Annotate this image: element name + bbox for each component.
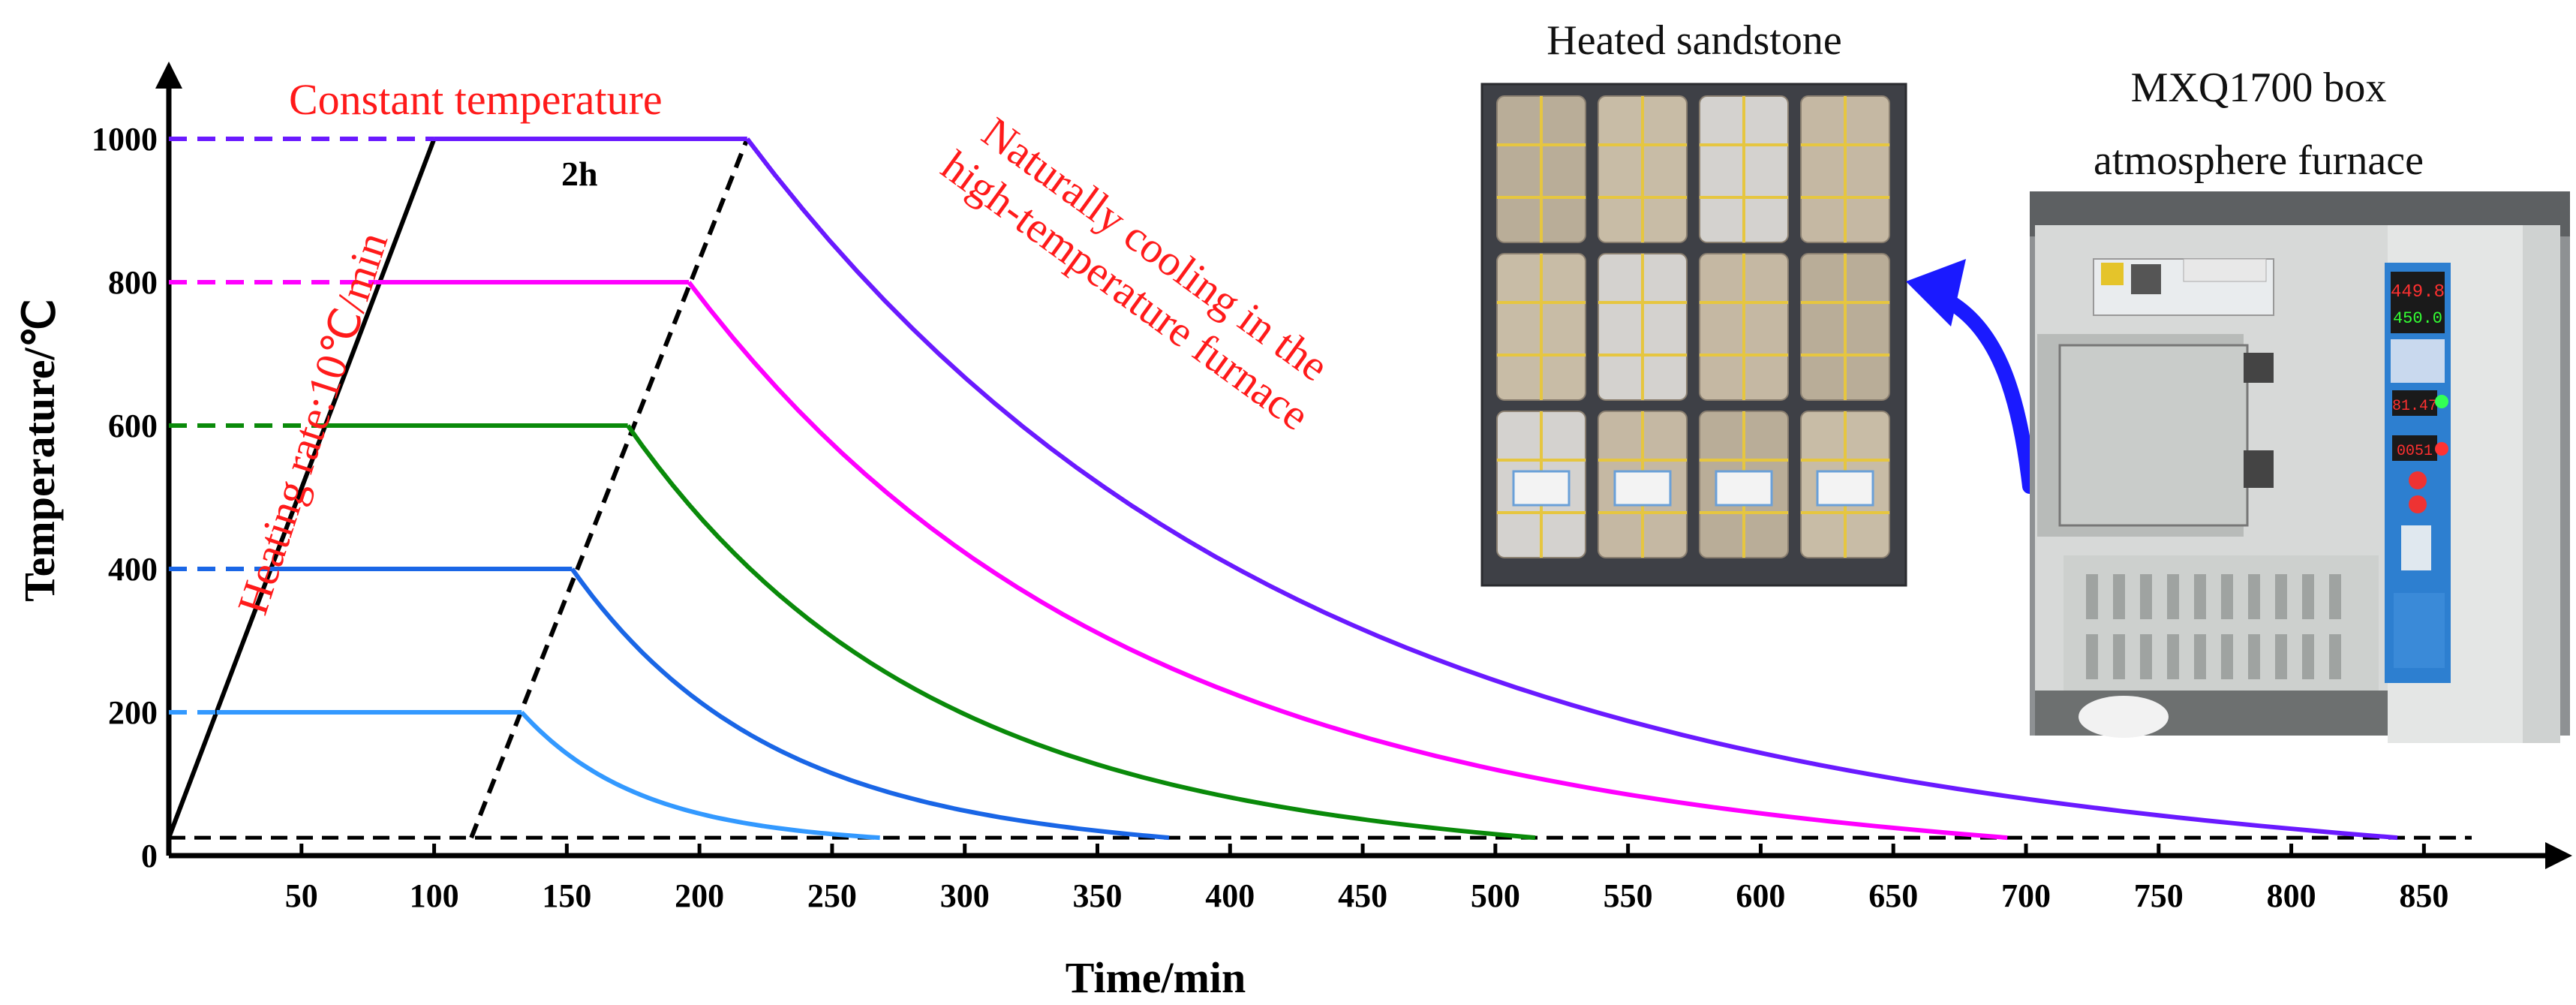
sandstone-photo	[1480, 83, 1907, 587]
vent-slot	[2248, 574, 2260, 619]
x-axis-title: Time/min	[1066, 953, 1246, 1002]
series-cooling-200	[520, 710, 880, 841]
vent-slot	[2194, 574, 2206, 619]
vent-slot	[2140, 574, 2152, 619]
x-axis-arrowhead	[2545, 842, 2572, 869]
y-tick-label: 1000	[92, 121, 158, 158]
vent-slot	[2113, 634, 2125, 679]
y-tick-label: 600	[108, 408, 158, 444]
constant-temperature-label: Constant temperature	[289, 75, 663, 124]
series-group	[169, 137, 2398, 841]
series-cooling-400	[570, 567, 1170, 841]
series-cooling-1000	[745, 137, 2398, 841]
y-tick-label: 400	[108, 551, 158, 588]
heating-rate-label: Heating rate:10℃/min	[228, 227, 398, 621]
sandstone-photo-label: Heated sandstone	[1547, 17, 1841, 64]
x-tick-label: 300	[940, 877, 990, 914]
furnace-photo: 449.8 450.0 81.47 0051	[2030, 191, 2570, 743]
y-tick-label: 200	[108, 694, 158, 731]
core-tag	[1816, 470, 1874, 507]
vent-slot	[2086, 634, 2098, 679]
sandstone-cores	[1496, 95, 1890, 558]
x-tick-label: 800	[2267, 877, 2316, 914]
vent-slot	[2329, 634, 2341, 679]
vent-slot	[2275, 574, 2287, 619]
transfer-arrow	[1932, 289, 2037, 494]
x-tick-label: 700	[2001, 877, 2051, 914]
core-tag	[1715, 470, 1773, 507]
vent-slot	[2086, 574, 2098, 619]
ticks-group: 50 100 150 200 250 300 350 400 450 500 550 600 650 70…	[92, 121, 2448, 914]
vent-slot	[2329, 574, 2341, 619]
x-tick-label: 650	[1868, 877, 1918, 914]
y-tick-label: 0	[141, 838, 158, 874]
furnace-display-pv: 449.8	[2391, 282, 2445, 302]
vent-slot	[2275, 634, 2287, 679]
vent-slot	[2167, 574, 2179, 619]
furnace-vents	[2086, 574, 2341, 679]
vent-slot	[2167, 634, 2179, 679]
vent-slot	[2248, 634, 2260, 679]
x-tick-label: 550	[1604, 877, 1653, 914]
hold-duration-label: 2h	[561, 155, 598, 193]
heating-line	[167, 137, 437, 839]
cooling-annotation: Naturally cooling in the high-temperatur…	[933, 107, 1337, 440]
x-tick-label: 750	[2134, 877, 2184, 914]
x-tick-label: 400	[1205, 877, 1255, 914]
transfer-arrowhead	[1906, 259, 1966, 326]
y-axis-title: Temperature/℃	[15, 299, 64, 601]
series-cooling-800	[687, 281, 2008, 841]
furnace-photo-label-line2: atmosphere furnace	[2094, 137, 2424, 184]
furnace-photo-label-line1: MXQ1700 box	[2131, 65, 2387, 111]
furnace-display-3: 81.47	[2392, 398, 2437, 415]
core-tag	[1613, 470, 1672, 507]
x-tick-label: 600	[1736, 877, 1785, 914]
y-tick-label: 800	[108, 264, 158, 301]
furnace-display-4: 0051	[2397, 443, 2433, 460]
x-tick-label: 100	[410, 877, 459, 914]
guide-lines	[167, 137, 2472, 840]
vent-slot	[2113, 574, 2125, 619]
vent-slot	[2140, 634, 2152, 679]
cooling-label-line2: high-temperature furnace	[933, 141, 1318, 440]
x-tick-label: 850	[2399, 877, 2448, 914]
core-tag	[1512, 470, 1571, 507]
y-axis-arrowhead	[155, 62, 182, 89]
x-tick-label: 450	[1338, 877, 1387, 914]
series-cooling-600	[626, 424, 1536, 841]
vent-slot	[2221, 574, 2233, 619]
vent-slot	[2194, 634, 2206, 679]
vent-slot	[2302, 634, 2314, 679]
x-tick-label: 150	[542, 877, 591, 914]
x-tick-label: 500	[1471, 877, 1520, 914]
x-tick-label: 50	[285, 877, 318, 914]
hold-end-line	[469, 137, 750, 839]
vent-slot	[2221, 634, 2233, 679]
x-tick-label: 250	[807, 877, 857, 914]
vent-slot	[2302, 574, 2314, 619]
x-tick-label: 200	[675, 877, 724, 914]
x-tick-label: 350	[1072, 877, 1122, 914]
furnace-display-sv: 450.0	[2393, 309, 2442, 328]
